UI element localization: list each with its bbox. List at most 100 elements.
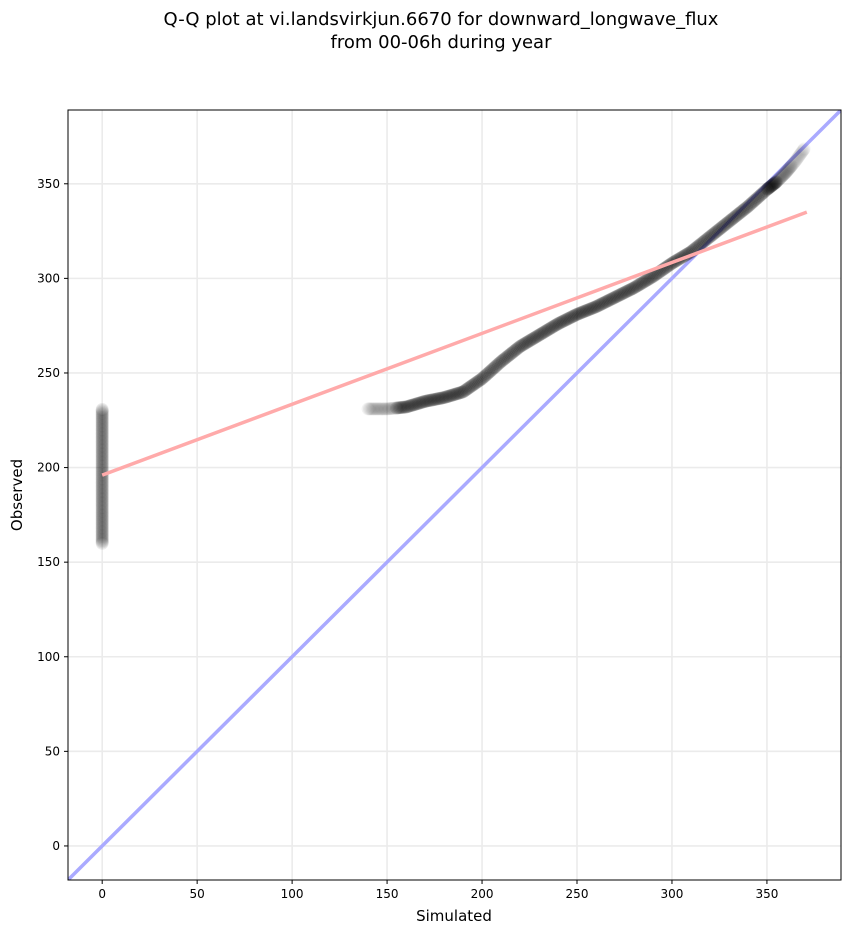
qq-point [544,321,558,335]
qq-point [554,315,568,329]
qq-point [491,357,505,371]
qq-point [712,222,726,236]
qq-point [498,351,512,365]
qq-point [578,304,592,318]
qq-point [707,227,721,241]
qq-point [594,297,608,311]
qq-point [524,333,538,347]
qq-point [499,350,513,364]
qq-point [742,198,756,212]
qq-point [95,516,109,530]
qq-point [436,391,450,405]
x-axis-label: Simulated [416,907,492,925]
qq-point [95,449,109,463]
x-tick-label: 350 [755,887,778,901]
qq-point [447,388,461,402]
qq-point [457,384,471,398]
qq-point [615,287,629,301]
qq-point [734,205,748,219]
qq-point [509,343,523,357]
qq-point [368,402,382,416]
qq-point [760,182,774,196]
qq-point [95,482,109,496]
qq-point [404,398,418,412]
qq-point [95,453,109,467]
qq-point [737,203,751,217]
qq-point [444,389,458,403]
qq-point [367,402,381,416]
qq-point [95,481,109,495]
qq-point [95,499,109,513]
qq-point [781,163,795,177]
qq-point [699,233,713,247]
qq-point [798,142,811,155]
qq-point [590,299,604,313]
qq-point [418,394,432,408]
qq-point [364,402,378,416]
x-tick-label: 50 [190,887,205,901]
qq-point [769,175,783,189]
qq-point [536,326,550,340]
qq-point [563,311,577,325]
qq-point [434,391,448,405]
qq-point [540,323,554,337]
qq-point [692,238,706,252]
qq-point [777,167,791,181]
qq-point [471,374,485,388]
qq-point [384,402,398,416]
qq-point [422,394,436,408]
qq-point [542,322,556,336]
qq-point [593,298,607,312]
qq-point [95,458,109,472]
qq-point [448,387,462,401]
qq-point [467,377,481,391]
qq-point [782,161,796,175]
qq-point [95,414,109,428]
qq-point [722,215,736,229]
qq-point [495,354,509,368]
chart-title: Q-Q plot at vi.landsvirkjun.6670 for dow… [0,8,851,54]
qq-point [383,402,397,416]
qq-point [569,308,583,322]
qq-point [718,218,732,232]
qq-point [396,400,410,414]
qq-point [95,412,109,426]
qq-point [440,390,454,404]
qq-point [531,329,545,343]
qq-point [472,374,486,388]
qq-point [362,402,376,416]
qq-point [632,278,646,292]
qq-point [579,304,593,318]
qq-point [516,338,530,352]
qq-point [486,362,500,376]
qq-point [517,337,531,351]
qq-point [630,279,644,293]
chart-title-line2: from 00-06h during year [330,32,552,53]
qq-point [776,169,790,183]
qq-point [407,398,421,412]
qq-point [417,395,431,409]
qq-point [380,402,394,416]
qq-point [461,381,475,395]
qq-point [95,494,109,508]
qq-point [470,375,484,389]
qq-point [95,528,109,542]
qq-point [761,182,775,196]
y-tick-label: 300 [37,271,60,285]
x-tick-label: 300 [661,887,684,901]
qq-point [740,201,754,215]
qq-point [95,422,109,436]
qq-point [95,485,109,499]
qq-point [95,510,109,524]
qq-point [532,328,546,342]
qq-point [641,273,655,287]
qq-point [438,390,452,404]
x-tick-label: 200 [471,887,494,901]
y-tick-label: 150 [37,555,60,569]
qq-point [577,305,591,319]
qq-point [506,345,520,359]
qq-point [528,331,542,345]
qq-point [702,231,716,245]
qq-point [95,491,109,505]
qq-point [784,159,798,173]
